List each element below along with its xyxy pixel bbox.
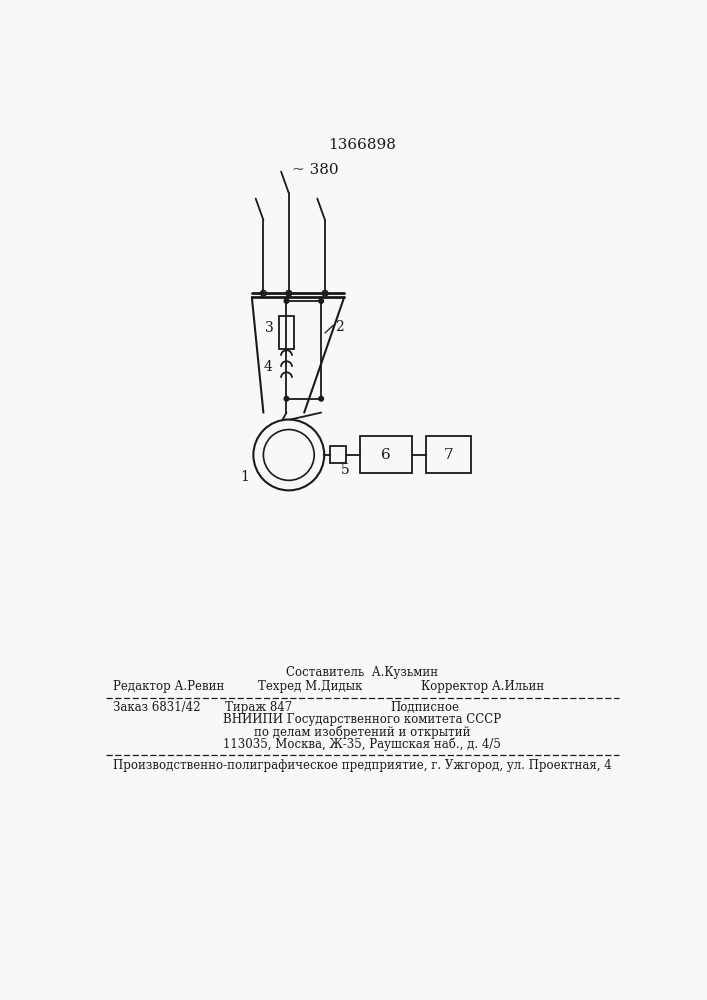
Bar xyxy=(279,316,294,349)
Text: Редактор А.Ревин: Редактор А.Ревин xyxy=(113,680,225,693)
Text: 7: 7 xyxy=(443,448,453,462)
Circle shape xyxy=(319,396,324,401)
Text: Составитель  А.Кузьмин: Составитель А.Кузьмин xyxy=(286,666,438,679)
Text: 1: 1 xyxy=(240,470,250,484)
Text: ВНИИПИ Государственного комитета СССР: ВНИИПИ Государственного комитета СССР xyxy=(223,713,501,726)
Circle shape xyxy=(284,299,288,303)
Text: 113035, Москва, Ж-35, Раушская наб., д. 4/5: 113035, Москва, Ж-35, Раушская наб., д. … xyxy=(223,738,501,751)
Circle shape xyxy=(284,396,288,401)
Text: Производственно-полиграфическое предприятие, г. Ужгород, ул. Проектная, 4: Производственно-полиграфическое предприя… xyxy=(112,759,612,772)
Bar xyxy=(330,446,346,463)
Text: 5: 5 xyxy=(341,463,350,477)
Text: Корректор А.Ильин: Корректор А.Ильин xyxy=(421,680,544,693)
Circle shape xyxy=(319,299,324,303)
Text: 4: 4 xyxy=(264,360,273,374)
Text: Заказ 6831/42: Заказ 6831/42 xyxy=(113,701,201,714)
Text: по делам изобретений и открытий: по делам изобретений и открытий xyxy=(254,725,470,739)
Text: 1366898: 1366898 xyxy=(328,138,396,152)
Text: Подписное: Подписное xyxy=(390,701,460,714)
Text: 2: 2 xyxy=(335,320,344,334)
Bar xyxy=(426,436,471,473)
Text: ~ 380: ~ 380 xyxy=(293,163,339,177)
Text: Техред М.Дидык: Техред М.Дидык xyxy=(258,680,363,693)
Text: 3: 3 xyxy=(265,321,274,335)
Bar xyxy=(360,436,412,473)
Text: Тираж 847: Тираж 847 xyxy=(225,701,292,714)
Text: 6: 6 xyxy=(381,448,391,462)
